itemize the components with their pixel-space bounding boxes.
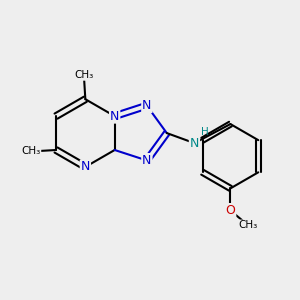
Text: N: N [142,99,152,112]
Text: N: N [190,136,199,150]
Text: N: N [81,160,90,173]
Text: CH₃: CH₃ [74,70,94,80]
Text: N: N [110,110,119,123]
Text: N: N [142,154,152,167]
Text: CH₃: CH₃ [21,146,40,157]
Text: CH₃: CH₃ [238,220,258,230]
Text: H: H [201,127,209,137]
Text: O: O [226,204,235,217]
